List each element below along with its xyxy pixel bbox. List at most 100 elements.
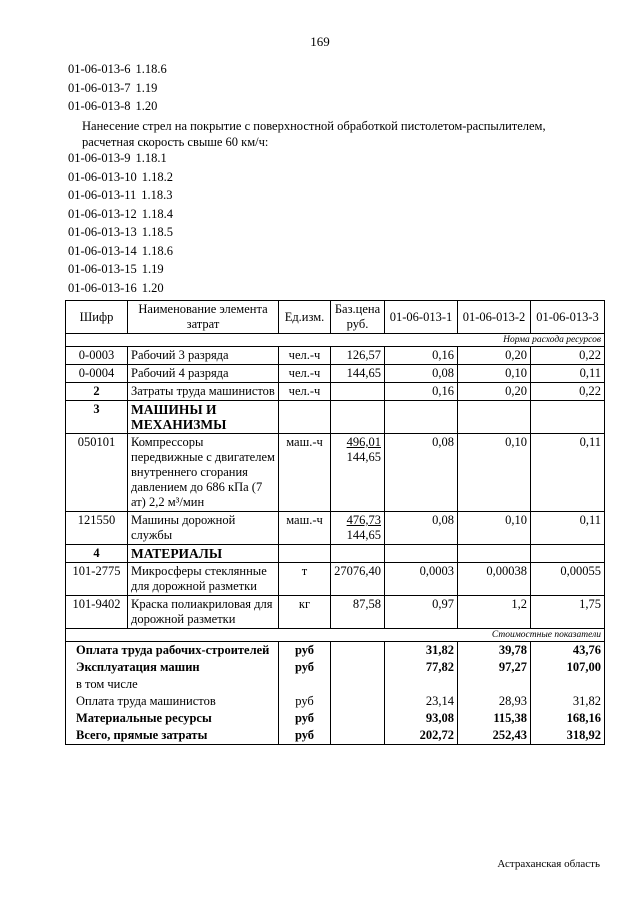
price-cell: [330, 400, 385, 434]
code-cell: 0-0004: [65, 364, 128, 383]
empty-cell: [330, 710, 385, 727]
value-cell: 1,75: [530, 595, 605, 629]
code-cell: 0-0003: [65, 346, 128, 365]
unit-cell: руб: [278, 659, 331, 676]
empty-cell: [330, 659, 385, 676]
empty-cell: [530, 676, 605, 693]
summary-row: Эксплуатация машин руб 77,82 97,27 107,00: [65, 659, 605, 676]
value-cell: 0,10: [457, 433, 531, 512]
value-cell: 1,2: [457, 595, 531, 629]
code: 01-06-013-6: [68, 62, 131, 76]
price-value: 144,65: [334, 450, 381, 465]
empty-cell: [278, 400, 331, 434]
value-cell: 0,10: [457, 511, 531, 545]
code-cell: 101-2775: [65, 562, 128, 596]
table-row: 101-9402 Краска полиакриловая для дорожно…: [65, 595, 605, 629]
price-text: 144,65: [346, 528, 381, 542]
price-cell: 27076,40: [330, 562, 385, 596]
empty-cell: [384, 676, 458, 693]
empty-cell: [330, 676, 385, 693]
price-value: 496,01: [334, 435, 381, 450]
value-cell: 0,22: [530, 346, 605, 365]
ref: 1.18.2: [141, 169, 173, 184]
code: 01-06-013-11: [68, 188, 137, 202]
empty-cell: [530, 400, 605, 434]
unit-cell: руб: [278, 710, 331, 727]
summary-row: в том числе: [65, 676, 605, 693]
ref: 1.18.6: [135, 62, 167, 76]
value-cell: 0,16: [384, 382, 458, 401]
price-value: 476,73: [334, 513, 381, 528]
code-cell: 101-9402: [65, 595, 128, 629]
header-cell: Шифр: [65, 300, 128, 334]
empty-cell: [330, 693, 385, 710]
unit-cell: чел.-ч: [278, 364, 331, 383]
value-cell: 168,16: [530, 710, 605, 727]
empty-cell: [278, 544, 331, 563]
table-row: 0-0003 Рабочий 3 разряда чел.-ч 126,57 0,16 0…: [65, 346, 605, 365]
value-cell: 0,16: [384, 346, 458, 365]
table-row: 2 Затраты труда машинистов чел.-ч 0,16 0,20 0…: [65, 382, 605, 401]
value-cell: 31,82: [384, 641, 458, 659]
section-label: Стоимостные показатели: [65, 628, 605, 642]
header-cell: Ед.изм.: [278, 300, 331, 334]
paragraph: Нанесение стрел на покрытие с поверхност…: [82, 119, 546, 149]
value-cell: 0,00038: [457, 562, 531, 596]
empty-cell: [457, 544, 531, 563]
header-cell: 01-06-013-2: [457, 300, 531, 334]
code-line: 01-06-013-16 1.20: [68, 279, 173, 298]
header-cell: Наименование элемента затрат: [127, 300, 279, 334]
unit-cell: т: [278, 562, 331, 596]
value-cell: 252,43: [457, 727, 531, 745]
name-cell: Машины дорожной службы: [127, 511, 279, 545]
price-text: 476,73: [346, 513, 381, 527]
code-line: 01-06-013-13 1.18.5: [68, 223, 173, 242]
summary-row: Всего, прямые затраты руб 202,72 252,43 318,…: [65, 727, 605, 745]
code-line: 01-06-013-12 1.18.4: [68, 205, 173, 224]
price-cell: 496,01 144,65: [330, 433, 385, 512]
code-line: 01-06-013-8 1.20: [68, 97, 167, 116]
value-cell: 0,20: [457, 346, 531, 365]
code: 01-06-013-15: [68, 262, 137, 276]
table-row: 101-2775 Микросферы стеклянные для дорожн…: [65, 562, 605, 596]
value-cell: 318,92: [530, 727, 605, 745]
summary-name: Оплата труда машинистов: [65, 693, 279, 710]
name-cell: Рабочий 3 разряда: [127, 346, 279, 365]
code: 01-06-013-13: [68, 225, 137, 239]
empty-cell: [384, 544, 458, 563]
unit-cell: руб: [278, 641, 331, 659]
ref: 1.19: [135, 80, 158, 95]
ref: 1.18.6: [141, 243, 173, 258]
value-cell: 202,72: [384, 727, 458, 745]
price-cell: [330, 544, 385, 563]
code-cell: 121550: [65, 511, 128, 545]
page-number: 169: [310, 34, 330, 49]
code: 01-06-013-14: [68, 243, 137, 258]
price-cell: 476,73 144,65: [330, 511, 385, 545]
value-cell: 77,82: [384, 659, 458, 676]
value-cell: 115,38: [457, 710, 531, 727]
table-row: 3 МАШИНЫ И МЕХАНИЗМЫ: [65, 400, 605, 434]
unit-cell: руб: [278, 727, 331, 745]
value-cell: 97,27: [457, 659, 531, 676]
unit-cell: кг: [278, 595, 331, 629]
name-cell: Краска полиакриловая для дорожной размет…: [127, 595, 279, 629]
header-row: Шифр Наименование элемента затрат Ед.изм. Б…: [65, 300, 605, 334]
summary-name: Оплата труда рабочих-строителей: [65, 641, 279, 659]
unit-cell: маш.-ч: [278, 511, 331, 545]
price-text: 87,58: [352, 597, 381, 611]
price-text: 496,01: [346, 435, 381, 449]
name-cell: Рабочий 4 разряда: [127, 364, 279, 383]
section-row: Стоимостные показатели: [65, 628, 605, 642]
table-row: 050101 Компрессоры передвижные с двигател…: [65, 433, 605, 512]
empty-cell: [330, 641, 385, 659]
name-cell: МАТЕРИАЛЫ: [127, 544, 279, 563]
code-line: 01-06-013-7 1.19: [68, 79, 167, 98]
unit-cell: чел.-ч: [278, 382, 331, 401]
value-cell: 0,97: [384, 595, 458, 629]
ref: 1.18.3: [141, 188, 173, 202]
price-value: 126,57: [334, 348, 381, 363]
code-line: 01-06-013-9 1.18.1: [68, 149, 173, 168]
price-value: 27076,40: [334, 564, 381, 579]
